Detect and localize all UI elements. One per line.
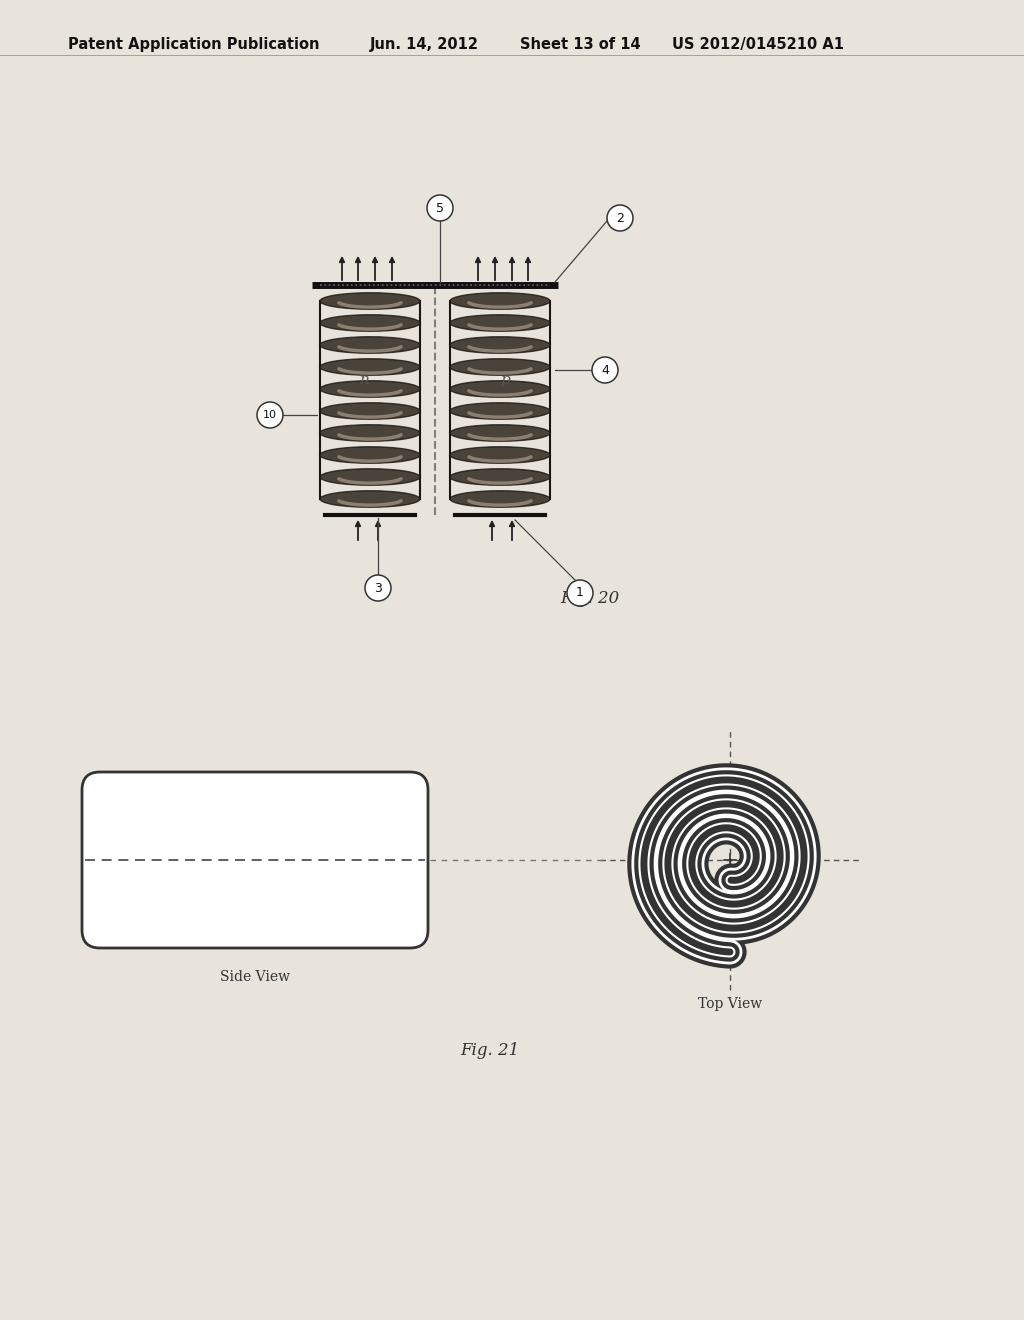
- Ellipse shape: [319, 425, 420, 441]
- Text: Patent Application Publication: Patent Application Publication: [68, 37, 319, 51]
- Ellipse shape: [450, 446, 550, 463]
- Ellipse shape: [319, 469, 420, 486]
- Ellipse shape: [319, 380, 420, 397]
- Ellipse shape: [450, 491, 550, 507]
- Ellipse shape: [319, 359, 420, 375]
- Ellipse shape: [450, 293, 550, 309]
- Circle shape: [592, 356, 618, 383]
- Ellipse shape: [319, 403, 420, 420]
- Ellipse shape: [450, 403, 550, 420]
- Ellipse shape: [319, 293, 420, 309]
- Ellipse shape: [450, 425, 550, 441]
- Text: p: p: [500, 374, 510, 387]
- Text: Sheet 13 of 14: Sheet 13 of 14: [520, 37, 641, 51]
- Text: Jun. 14, 2012: Jun. 14, 2012: [370, 37, 479, 51]
- Circle shape: [257, 403, 283, 428]
- Text: Top View: Top View: [698, 997, 762, 1011]
- Ellipse shape: [319, 314, 420, 331]
- Circle shape: [365, 576, 391, 601]
- Text: Fig. 20: Fig. 20: [560, 590, 620, 607]
- Ellipse shape: [450, 469, 550, 486]
- Ellipse shape: [450, 314, 550, 331]
- Text: 10: 10: [263, 411, 278, 420]
- Text: Fig. 21: Fig. 21: [461, 1041, 519, 1059]
- Text: 1: 1: [577, 586, 584, 599]
- Text: 4: 4: [601, 363, 609, 376]
- Text: Side View: Side View: [220, 970, 290, 983]
- Ellipse shape: [450, 337, 550, 354]
- Circle shape: [607, 205, 633, 231]
- Ellipse shape: [450, 380, 550, 397]
- FancyBboxPatch shape: [82, 772, 428, 948]
- Text: 5: 5: [436, 202, 444, 214]
- Circle shape: [567, 579, 593, 606]
- Ellipse shape: [450, 359, 550, 375]
- Text: n: n: [360, 374, 370, 387]
- Ellipse shape: [319, 446, 420, 463]
- Circle shape: [427, 195, 453, 220]
- Ellipse shape: [319, 491, 420, 507]
- Text: US 2012/0145210 A1: US 2012/0145210 A1: [672, 37, 844, 51]
- Ellipse shape: [319, 337, 420, 354]
- Text: 3: 3: [374, 582, 382, 594]
- Text: 2: 2: [616, 211, 624, 224]
